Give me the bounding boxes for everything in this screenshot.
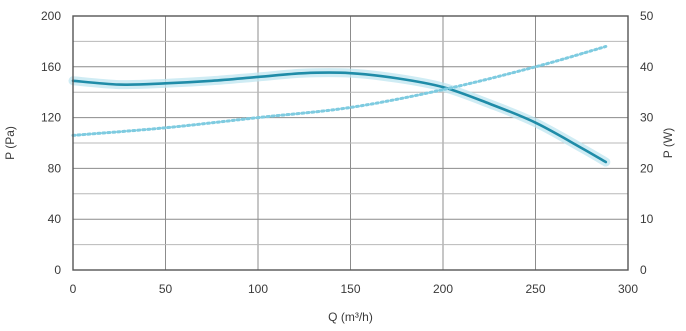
- y-axis-right-label: P (W): [661, 128, 675, 158]
- y-right-tick-label: 40: [640, 60, 654, 74]
- x-tick-label: 150: [340, 282, 360, 296]
- y-left-tick-label: 160: [41, 60, 61, 74]
- pressure-curve: [71, 71, 608, 164]
- x-axis-label: Q (m³/h): [328, 310, 373, 324]
- x-tick-label: 0: [70, 282, 77, 296]
- x-tick-label: 100: [248, 282, 268, 296]
- x-tick-label: 250: [525, 282, 545, 296]
- y-left-tick-label: 80: [48, 161, 62, 175]
- power-curve: [71, 44, 608, 137]
- y-right-tick-label: 30: [640, 111, 654, 125]
- y-right-tick-label: 0: [640, 263, 647, 277]
- y-right-tick-label: 20: [640, 161, 654, 175]
- y-left-tick-label: 0: [54, 263, 61, 277]
- y-left-tick-label: 40: [48, 212, 62, 226]
- y-left-tick-label: 120: [41, 111, 61, 125]
- x-tick-label: 50: [159, 282, 173, 296]
- tick-labels: 0 50 100 150 200 250 3000408012016020001020304…: [41, 9, 654, 296]
- x-tick-label: 200: [433, 282, 453, 296]
- plot-frame: [72, 15, 629, 271]
- y-axis-left-label: P (Pa): [3, 126, 17, 160]
- x-tick-label: 300: [618, 282, 638, 296]
- series-layer: [71, 44, 608, 164]
- grid: [73, 16, 628, 270]
- y-right-tick-label: 50: [640, 9, 654, 23]
- y-left-tick-label: 200: [41, 9, 61, 23]
- y-right-tick-label: 10: [640, 212, 654, 226]
